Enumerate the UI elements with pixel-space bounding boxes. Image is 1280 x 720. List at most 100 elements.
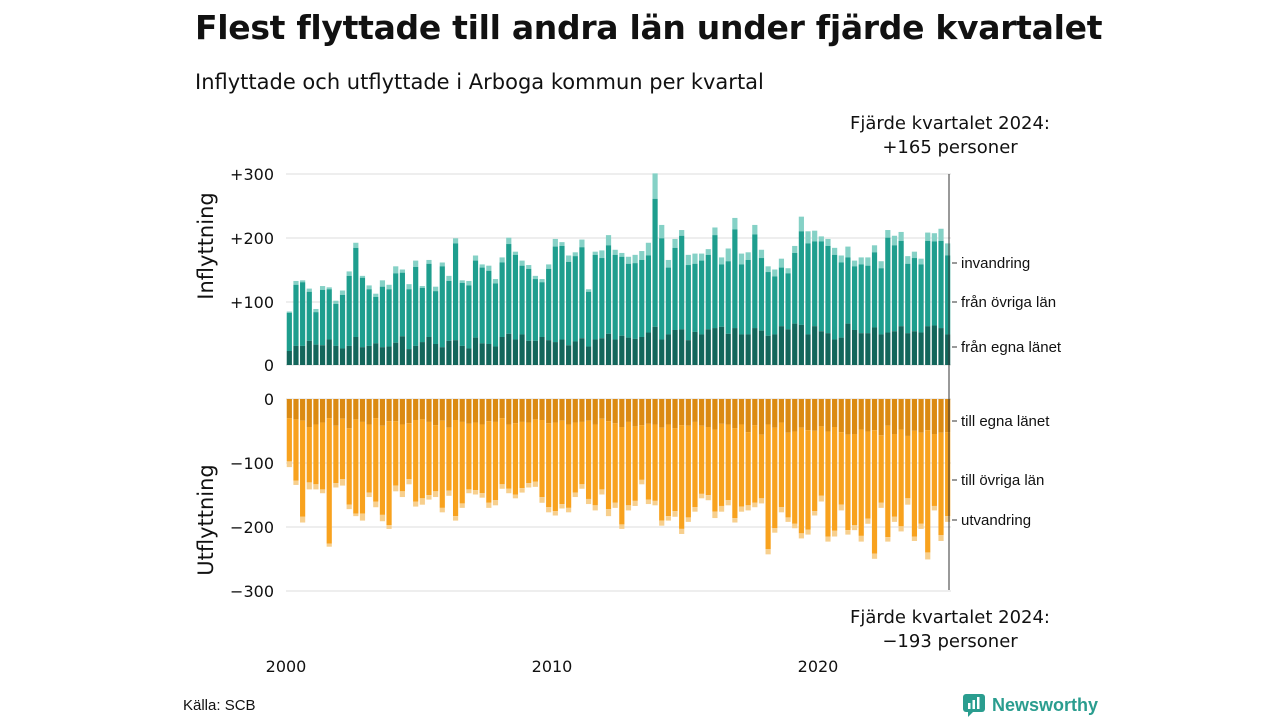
bar-in-other-counties — [885, 237, 891, 333]
bar-in-other-counties — [858, 264, 864, 334]
bar-out-other-counties — [479, 424, 485, 494]
source-note: Källa: SCB — [183, 697, 256, 714]
bar-in-own-county — [699, 334, 705, 365]
bar-out-own-county — [645, 399, 652, 424]
grid-layer — [286, 173, 951, 592]
bar-in-other-counties — [778, 267, 785, 327]
bar-out-own-county — [625, 399, 632, 422]
bar-in-immigration — [572, 252, 578, 257]
bar-in-immigration — [692, 253, 698, 264]
bar-out-other-counties — [605, 421, 612, 510]
page-title: Flest flyttade till andra län under fjär… — [195, 8, 1103, 47]
bar-in-other-counties — [559, 245, 565, 340]
bar-in-immigration — [871, 245, 878, 253]
bar-in-immigration — [359, 275, 366, 278]
bar-out-own-county — [413, 399, 419, 421]
bar-out-own-county — [599, 399, 605, 419]
bar-in-immigration — [319, 286, 326, 290]
bar-in-immigration — [685, 254, 691, 266]
bar-out-own-county — [300, 399, 306, 421]
bar-in-immigration — [413, 260, 419, 267]
bar-out-own-county — [665, 399, 671, 425]
bar-out-own-county — [865, 399, 871, 432]
bar-in-own-county — [433, 343, 439, 365]
bar-in-own-county — [619, 335, 625, 365]
bar-in-other-counties — [845, 257, 851, 324]
bar-in-own-county — [645, 332, 652, 365]
bar-out-other-counties — [832, 427, 838, 531]
bar-in-immigration — [293, 280, 299, 285]
bar-in-own-county — [812, 326, 818, 365]
bar-in-immigration — [785, 268, 791, 274]
bar-out-other-counties — [705, 427, 711, 496]
y-tick-top: +100 — [230, 293, 274, 312]
bar-out-emigration — [758, 498, 765, 504]
bar-out-other-counties — [499, 418, 505, 485]
bar-out-other-counties — [572, 422, 578, 493]
bar-out-own-county — [925, 399, 931, 431]
bar-out-emigration — [479, 493, 485, 498]
bar-out-other-counties — [286, 418, 292, 462]
bar-out-emigration — [692, 507, 698, 512]
bar-in-immigration — [945, 243, 951, 256]
bar-out-other-counties — [386, 421, 392, 526]
bar-in-own-county — [539, 336, 545, 365]
bar-out-other-counties — [792, 431, 798, 524]
bar-out-other-counties — [426, 421, 432, 496]
bar-out-own-county — [891, 399, 898, 435]
bar-out-own-county — [419, 399, 425, 420]
bar-in-other-counties — [519, 265, 525, 335]
bar-out-own-county — [433, 399, 439, 426]
y-tick-top: +200 — [230, 229, 274, 248]
bar-out-own-county — [552, 399, 558, 423]
bar-out-own-county — [692, 399, 698, 422]
bar-in-other-counties — [785, 273, 791, 330]
bar-out-other-counties — [585, 420, 592, 499]
bar-out-other-counties — [419, 419, 425, 499]
bar-out-emigration — [639, 479, 645, 485]
bar-in-own-county — [452, 340, 459, 365]
bar-out-other-counties — [399, 424, 405, 492]
bar-in-immigration — [612, 249, 618, 255]
bar-in-immigration — [373, 293, 379, 297]
bar-in-own-county — [353, 336, 359, 365]
bar-out-own-county — [905, 399, 911, 436]
bar-in-own-county — [685, 340, 691, 365]
bar-in-other-counties — [386, 289, 392, 347]
bar-in-other-counties — [765, 272, 771, 336]
bar-out-other-counties — [339, 418, 346, 480]
bottom-annotation-line-1: Fjärde kvartalet 2024: — [849, 607, 1050, 628]
bar-out-emigration — [472, 490, 479, 495]
bar-out-emigration — [619, 524, 625, 529]
bar-in-immigration — [778, 258, 785, 268]
bar-in-own-county — [818, 331, 824, 365]
bar-out-emigration — [585, 498, 592, 505]
bar-out-emigration — [625, 505, 632, 511]
bar-in-other-counties — [605, 245, 612, 334]
bar-out-emigration — [945, 516, 951, 522]
bar-in-immigration — [858, 257, 864, 265]
bar-out-emigration — [672, 511, 678, 517]
bar-in-immigration — [599, 250, 605, 259]
bar-in-own-county — [579, 338, 585, 365]
bar-in-own-county — [406, 349, 412, 365]
bar-in-immigration — [326, 287, 332, 290]
bar-in-other-counties — [419, 287, 425, 343]
bar-out-other-counties — [925, 430, 931, 553]
top-annotation-line-2: +165 personer — [882, 137, 1018, 158]
bar-out-other-counties — [911, 430, 918, 537]
bar-in-immigration — [552, 238, 558, 247]
bar-in-immigration — [492, 279, 499, 284]
bar-in-own-county — [326, 339, 332, 365]
bar-in-other-counties — [705, 254, 711, 330]
bar-out-own-county — [472, 399, 479, 423]
bar-out-other-counties — [452, 420, 459, 517]
bar-in-immigration — [419, 286, 425, 288]
bar-out-other-counties — [645, 423, 652, 500]
bar-in-own-county — [931, 325, 937, 365]
bar-in-immigration — [765, 266, 771, 273]
bar-out-other-counties — [692, 421, 698, 508]
series-label-top: från övriga län — [961, 294, 1056, 311]
bar-out-own-county — [393, 399, 399, 422]
newsworthy-logo[interactable]: Newsworthy — [962, 693, 1098, 717]
